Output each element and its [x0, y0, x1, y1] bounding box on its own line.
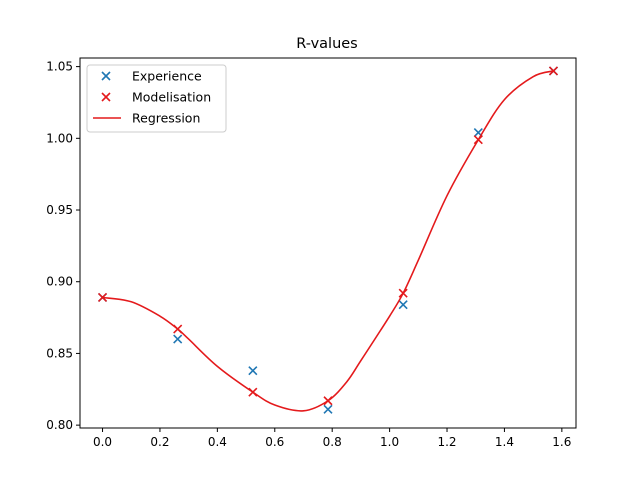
y-axis: 0.80 0.85 0.90 0.95 1.00 1.05 — [46, 60, 80, 432]
legend-label: Modelisation — [132, 90, 211, 105]
experience-point — [323, 404, 333, 414]
y-tick-label: 0.85 — [46, 346, 73, 360]
legend-entry: Experience — [101, 69, 202, 84]
x-tick-label: 1.0 — [380, 435, 399, 449]
x-tick-label: 0.2 — [150, 435, 169, 449]
legend-box — [86, 64, 227, 133]
x-tick-label: 0.6 — [265, 435, 284, 449]
experience-point — [248, 366, 258, 376]
y-tick-label: 1.05 — [46, 60, 73, 74]
experience-point — [398, 300, 408, 310]
legend-marker-swatch — [101, 92, 111, 102]
legend-label: Experience — [132, 69, 202, 84]
legend-entry: Regression — [93, 111, 200, 126]
chart-title: R-values — [296, 36, 358, 52]
legend: Experience Modelisation Regression — [86, 64, 227, 133]
regression-line — [102, 70, 554, 412]
experience-point — [173, 334, 183, 344]
legend-entry: Modelisation — [101, 90, 211, 105]
x-tick-label: 1.4 — [495, 435, 514, 449]
plot-area — [97, 66, 559, 414]
y-tick-label: 0.95 — [46, 203, 73, 217]
x-axis: 0.0 0.2 0.4 0.6 0.8 1.0 1.2 1.4 1.6 — [93, 428, 571, 449]
y-tick-label: 0.80 — [46, 418, 73, 432]
plot-frame — [79, 57, 577, 429]
y-tick-label: 1.00 — [46, 131, 73, 145]
x-tick-label: 0.4 — [208, 435, 227, 449]
x-tick-label: 1.2 — [437, 435, 456, 449]
x-tick-label: 0.8 — [323, 435, 342, 449]
legend-marker-swatch — [101, 71, 111, 81]
y-tick-label: 0.90 — [46, 275, 73, 289]
x-tick-label: 0.0 — [93, 435, 112, 449]
x-tick-label: 1.6 — [552, 435, 571, 449]
legend-label: Regression — [132, 111, 200, 126]
